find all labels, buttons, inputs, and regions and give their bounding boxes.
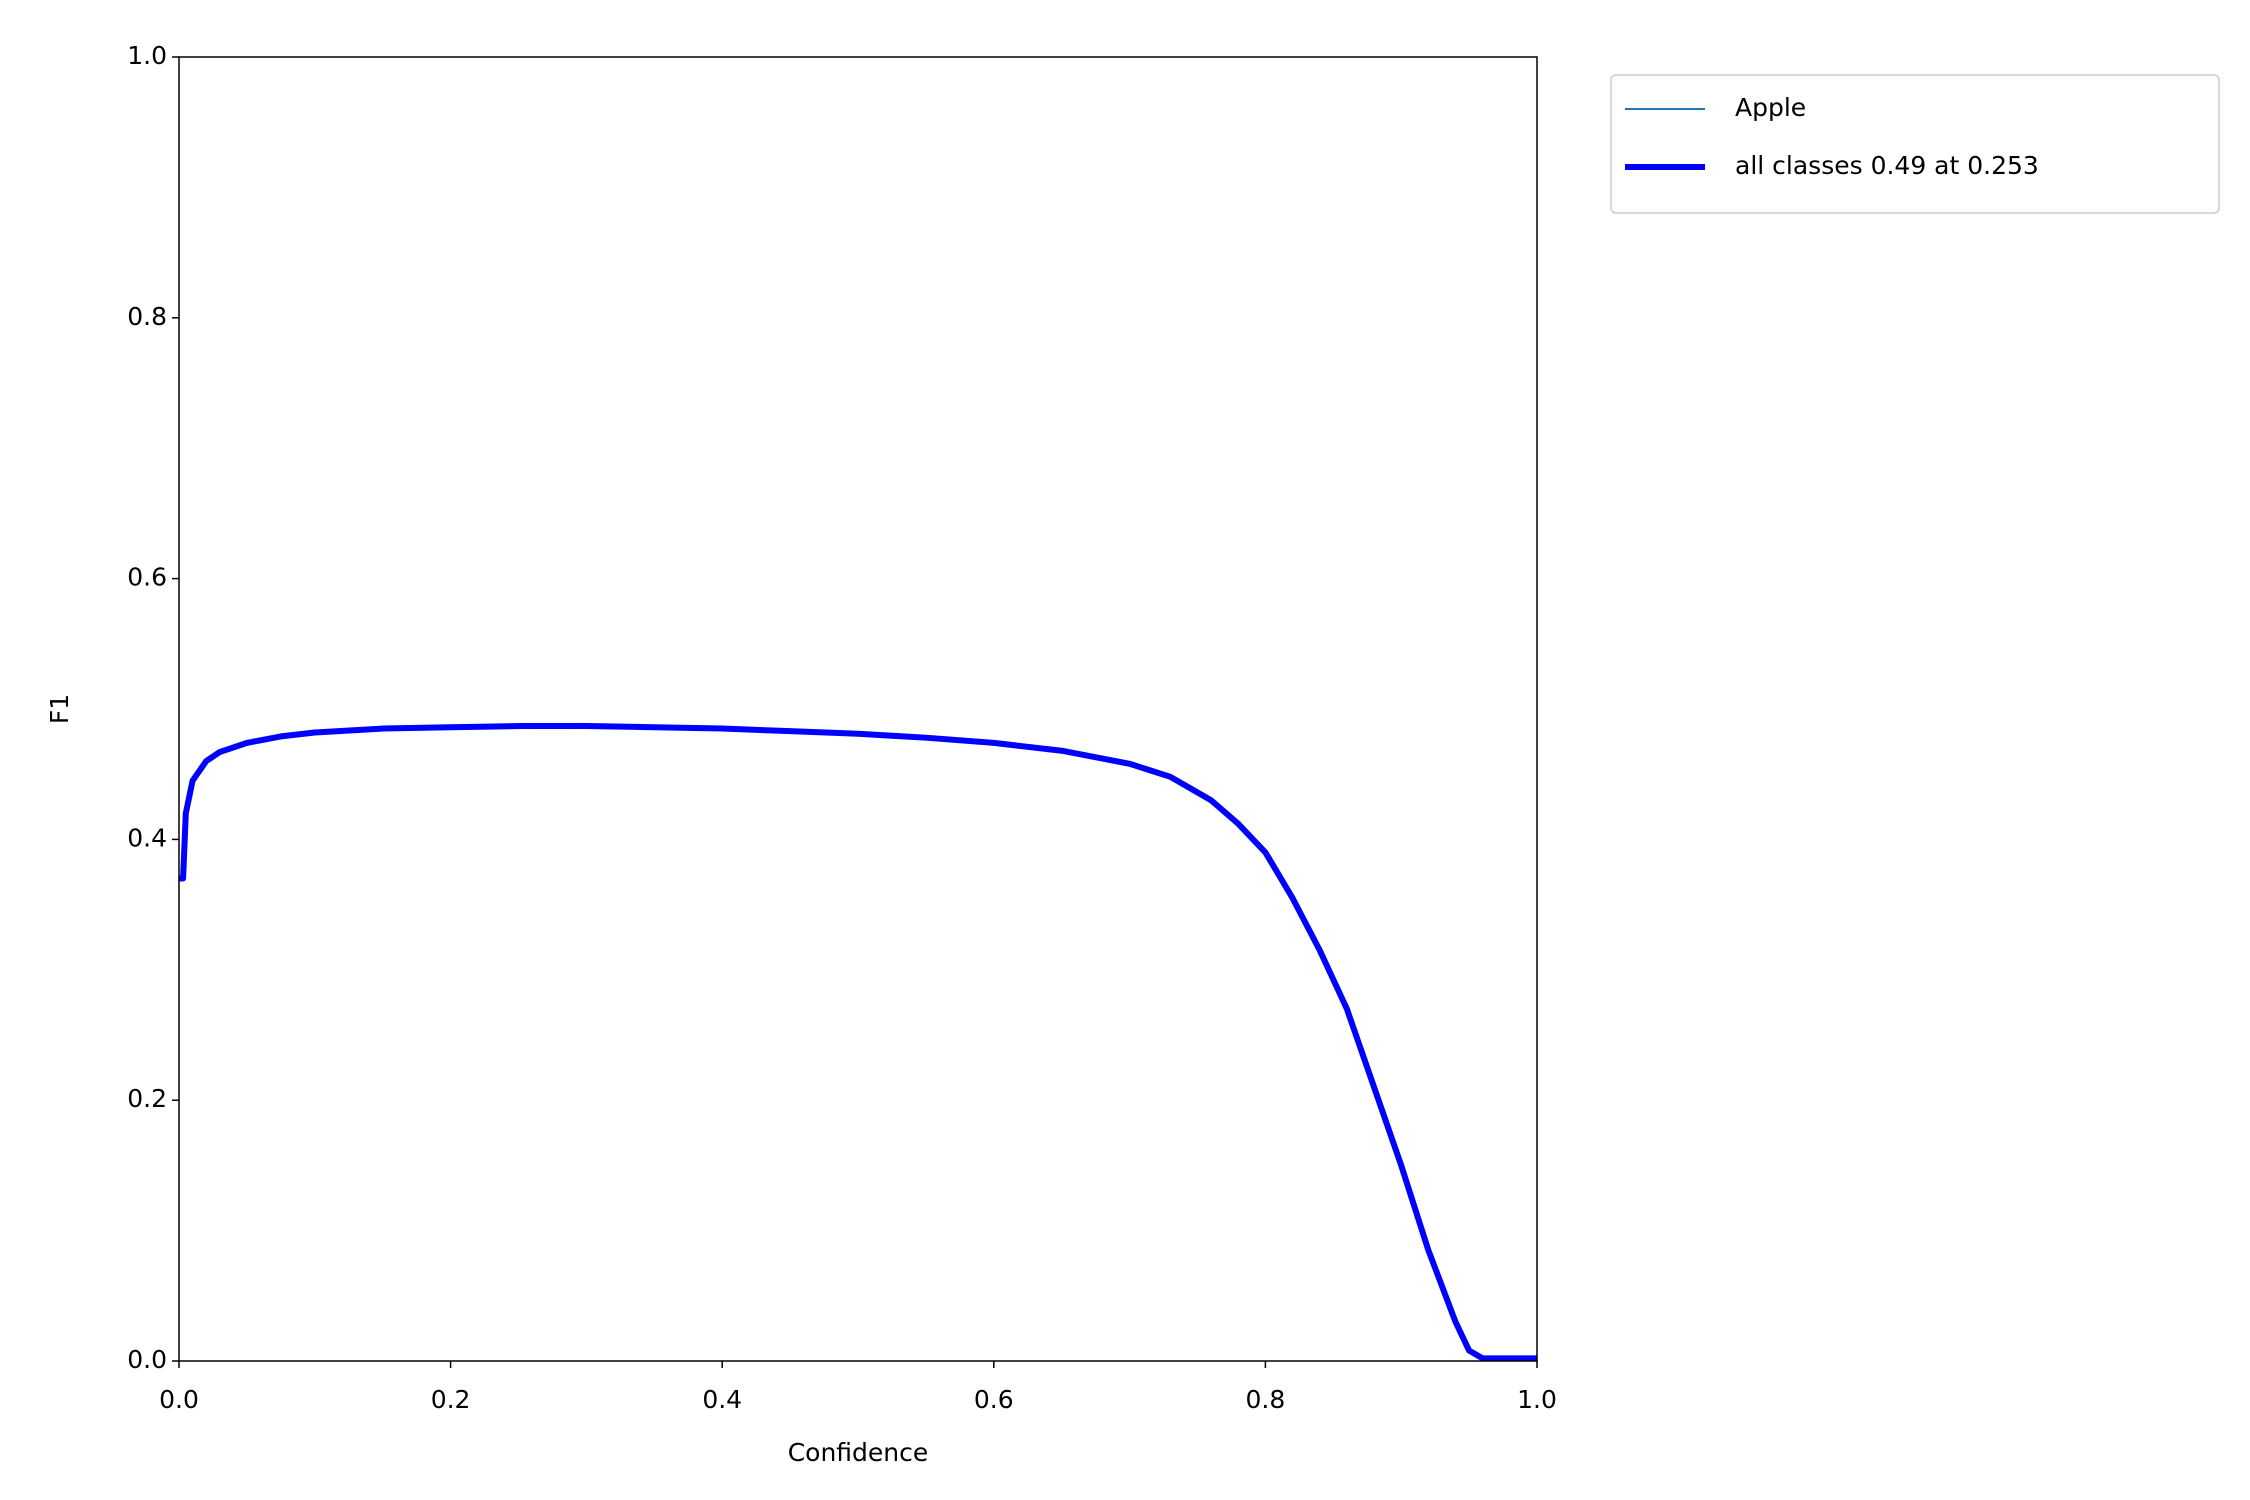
y-tick-label: 0.6 [127,563,167,592]
x-tick-label: 1.0 [1517,1385,1557,1414]
x-tick-label: 0.2 [431,1385,471,1414]
x-tick-label: 0.0 [159,1385,199,1414]
legend-label: all classes 0.49 at 0.253 [1735,151,2039,180]
line-series [179,722,1537,1362]
legend-box [1610,74,2220,214]
y-tick-label: 0.0 [127,1345,167,1374]
y-axis-label: F1 [45,694,74,724]
y-tick-label: 0.4 [127,823,167,852]
x-tick-label: 0.4 [702,1385,742,1414]
x-tick-label: 0.6 [974,1385,1014,1414]
x-tick-label: 0.8 [1246,1385,1286,1414]
y-tick-label: 0.8 [127,302,167,331]
legend-label: Apple [1735,93,1806,122]
y-tick-label: 1.0 [127,41,167,70]
plot-frame [178,56,1538,1362]
x-axis-label: Confidence [788,1438,929,1467]
y-tick-label: 0.2 [127,1084,167,1113]
line-series [179,724,1537,1360]
